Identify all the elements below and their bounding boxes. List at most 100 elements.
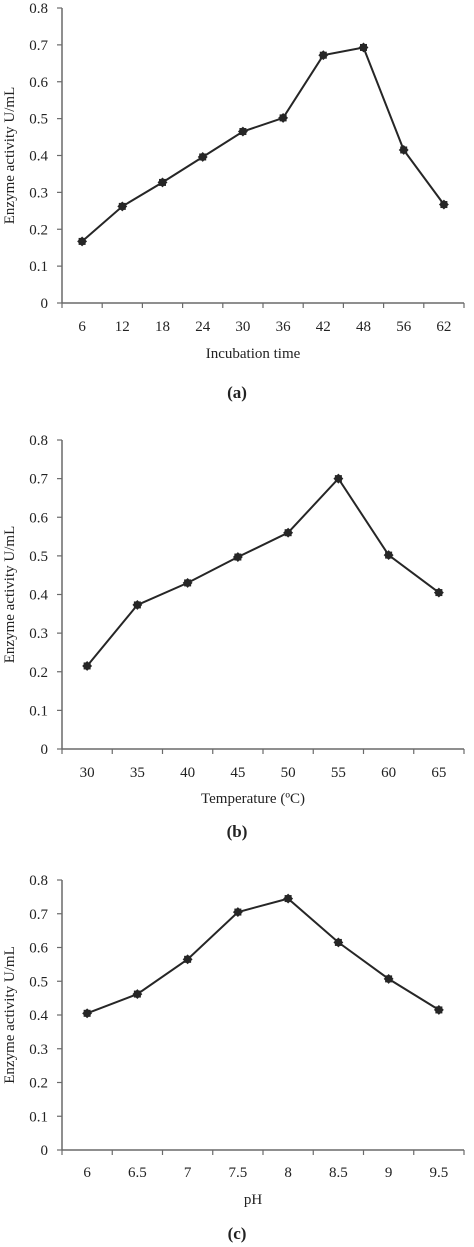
- data-point: [182, 954, 193, 965]
- y-tick-label: 0: [41, 742, 49, 758]
- y-axis-title: Enzyme activity U/mL: [2, 946, 18, 1083]
- y-tick-label: 0.3: [29, 1042, 48, 1058]
- x-tick-label: 55: [331, 765, 346, 781]
- data-point-diamond: [383, 550, 394, 561]
- x-tick-label: 56: [396, 319, 412, 335]
- series-line: [86, 897, 440, 1015]
- y-axis-title: Enzyme activity U/mL: [2, 526, 18, 663]
- data-point-diamond: [82, 661, 93, 671]
- data-point: [278, 112, 289, 123]
- data-point-diamond: [77, 236, 88, 247]
- data-point-diamond: [333, 937, 344, 948]
- data-point-diamond: [82, 1008, 93, 1019]
- y-tick-label: 0: [41, 296, 49, 312]
- y-tick-label: 0.8: [29, 1, 48, 17]
- data-point: [132, 599, 143, 610]
- data-point-diamond: [283, 527, 294, 538]
- data-point-diamond: [117, 201, 128, 212]
- data-point: [82, 661, 93, 671]
- x-tick-label: 35: [130, 765, 145, 781]
- chart-panel-1: 0 0.1 0.2 0.3 0.4 0.5 0.6 0.7 0.8 6 12 18 24 30 36 42 48…: [2, 1, 465, 402]
- data-point-diamond: [438, 199, 449, 210]
- y-tick-label: 0.1: [29, 1109, 48, 1125]
- data-point-diamond: [182, 577, 193, 588]
- x-tick-label: 9.5: [430, 1165, 449, 1181]
- x-tick-label: 42: [316, 319, 331, 335]
- y-tick-label: 0.3: [29, 626, 48, 642]
- y-tick-label: 0.6: [29, 510, 48, 526]
- data-point-diamond: [433, 1004, 444, 1015]
- chart-panel-3: 0 0.1 0.2 0.3 0.4 0.5 0.6 0.7 0.8 6 6.5 7 7.5 8 8.5 9 9.…: [2, 873, 465, 1243]
- data-point: [333, 937, 344, 948]
- x-tick-label: 6.5: [128, 1165, 147, 1181]
- data-point-diamond: [278, 112, 289, 123]
- data-point: [157, 177, 168, 188]
- y-tick-label: 0: [41, 1143, 49, 1159]
- series-line: [86, 476, 440, 667]
- x-tick-label: 9: [385, 1165, 393, 1181]
- x-tick-label: 60: [381, 765, 396, 781]
- x-tick-label: 8.5: [329, 1165, 348, 1181]
- panel-label: (a): [227, 383, 247, 402]
- y-tick-label: 0.5: [29, 974, 48, 990]
- data-point: [117, 201, 128, 212]
- data-point: [333, 473, 344, 484]
- data-point-diamond: [318, 50, 329, 61]
- y-tick-label: 0.5: [29, 112, 48, 128]
- y-tick-label: 0.2: [29, 222, 48, 238]
- y-tick-label: 0.7: [29, 907, 48, 923]
- x-axis-title: Incubation time: [206, 346, 301, 362]
- data-point: [383, 973, 394, 984]
- x-tick-label: 7.5: [229, 1165, 248, 1181]
- data-point-diamond: [433, 587, 444, 598]
- data-point: [398, 145, 409, 155]
- data-point-diamond: [232, 552, 243, 562]
- x-tick-label: 36: [276, 319, 292, 335]
- data-point: [283, 893, 294, 904]
- x-tick-label: 7: [184, 1165, 192, 1181]
- x-tick-label: 40: [180, 765, 195, 781]
- data-point: [197, 152, 208, 162]
- data-point: [283, 527, 294, 538]
- data-point: [358, 42, 369, 53]
- data-point-diamond: [197, 152, 208, 162]
- x-tick-label: 8: [284, 1165, 292, 1181]
- data-point-diamond: [237, 126, 248, 137]
- data-point: [132, 989, 143, 1000]
- y-tick-label: 0.5: [29, 549, 48, 565]
- x-tick-label: 30: [235, 319, 250, 335]
- data-point-diamond: [232, 907, 243, 918]
- y-tick-label: 0.3: [29, 185, 48, 201]
- data-point-diamond: [157, 177, 168, 188]
- x-axis-title: Temperature (ºC): [201, 791, 305, 807]
- data-point-diamond: [132, 989, 143, 1000]
- x-tick-label: 12: [115, 319, 130, 335]
- data-point: [232, 552, 243, 562]
- x-tick-label: 6: [83, 1165, 91, 1181]
- x-tick-label: 18: [155, 319, 170, 335]
- y-tick-label: 0.1: [29, 703, 48, 719]
- data-point: [438, 199, 449, 210]
- x-tick-label: 50: [281, 765, 296, 781]
- y-tick-label: 0.6: [29, 941, 48, 957]
- y-axis-title: Enzyme activity U/mL: [2, 87, 18, 224]
- y-tick-label: 0.8: [29, 433, 48, 449]
- data-point: [182, 577, 193, 588]
- data-point-diamond: [383, 973, 394, 984]
- data-point: [383, 550, 394, 561]
- data-point-diamond: [132, 599, 143, 610]
- data-point: [232, 907, 243, 918]
- y-tick-label: 0.2: [29, 665, 48, 681]
- data-point-diamond: [283, 893, 294, 904]
- data-point-diamond: [358, 42, 369, 53]
- x-tick-label: 65: [431, 765, 446, 781]
- x-tick-label: 62: [436, 319, 451, 335]
- data-point: [433, 1004, 444, 1015]
- data-point: [77, 236, 88, 247]
- data-point-diamond: [333, 473, 344, 484]
- y-tick-label: 0.6: [29, 75, 48, 91]
- data-point: [433, 587, 444, 598]
- series-line: [81, 46, 445, 243]
- panel-label: (c): [228, 1224, 247, 1243]
